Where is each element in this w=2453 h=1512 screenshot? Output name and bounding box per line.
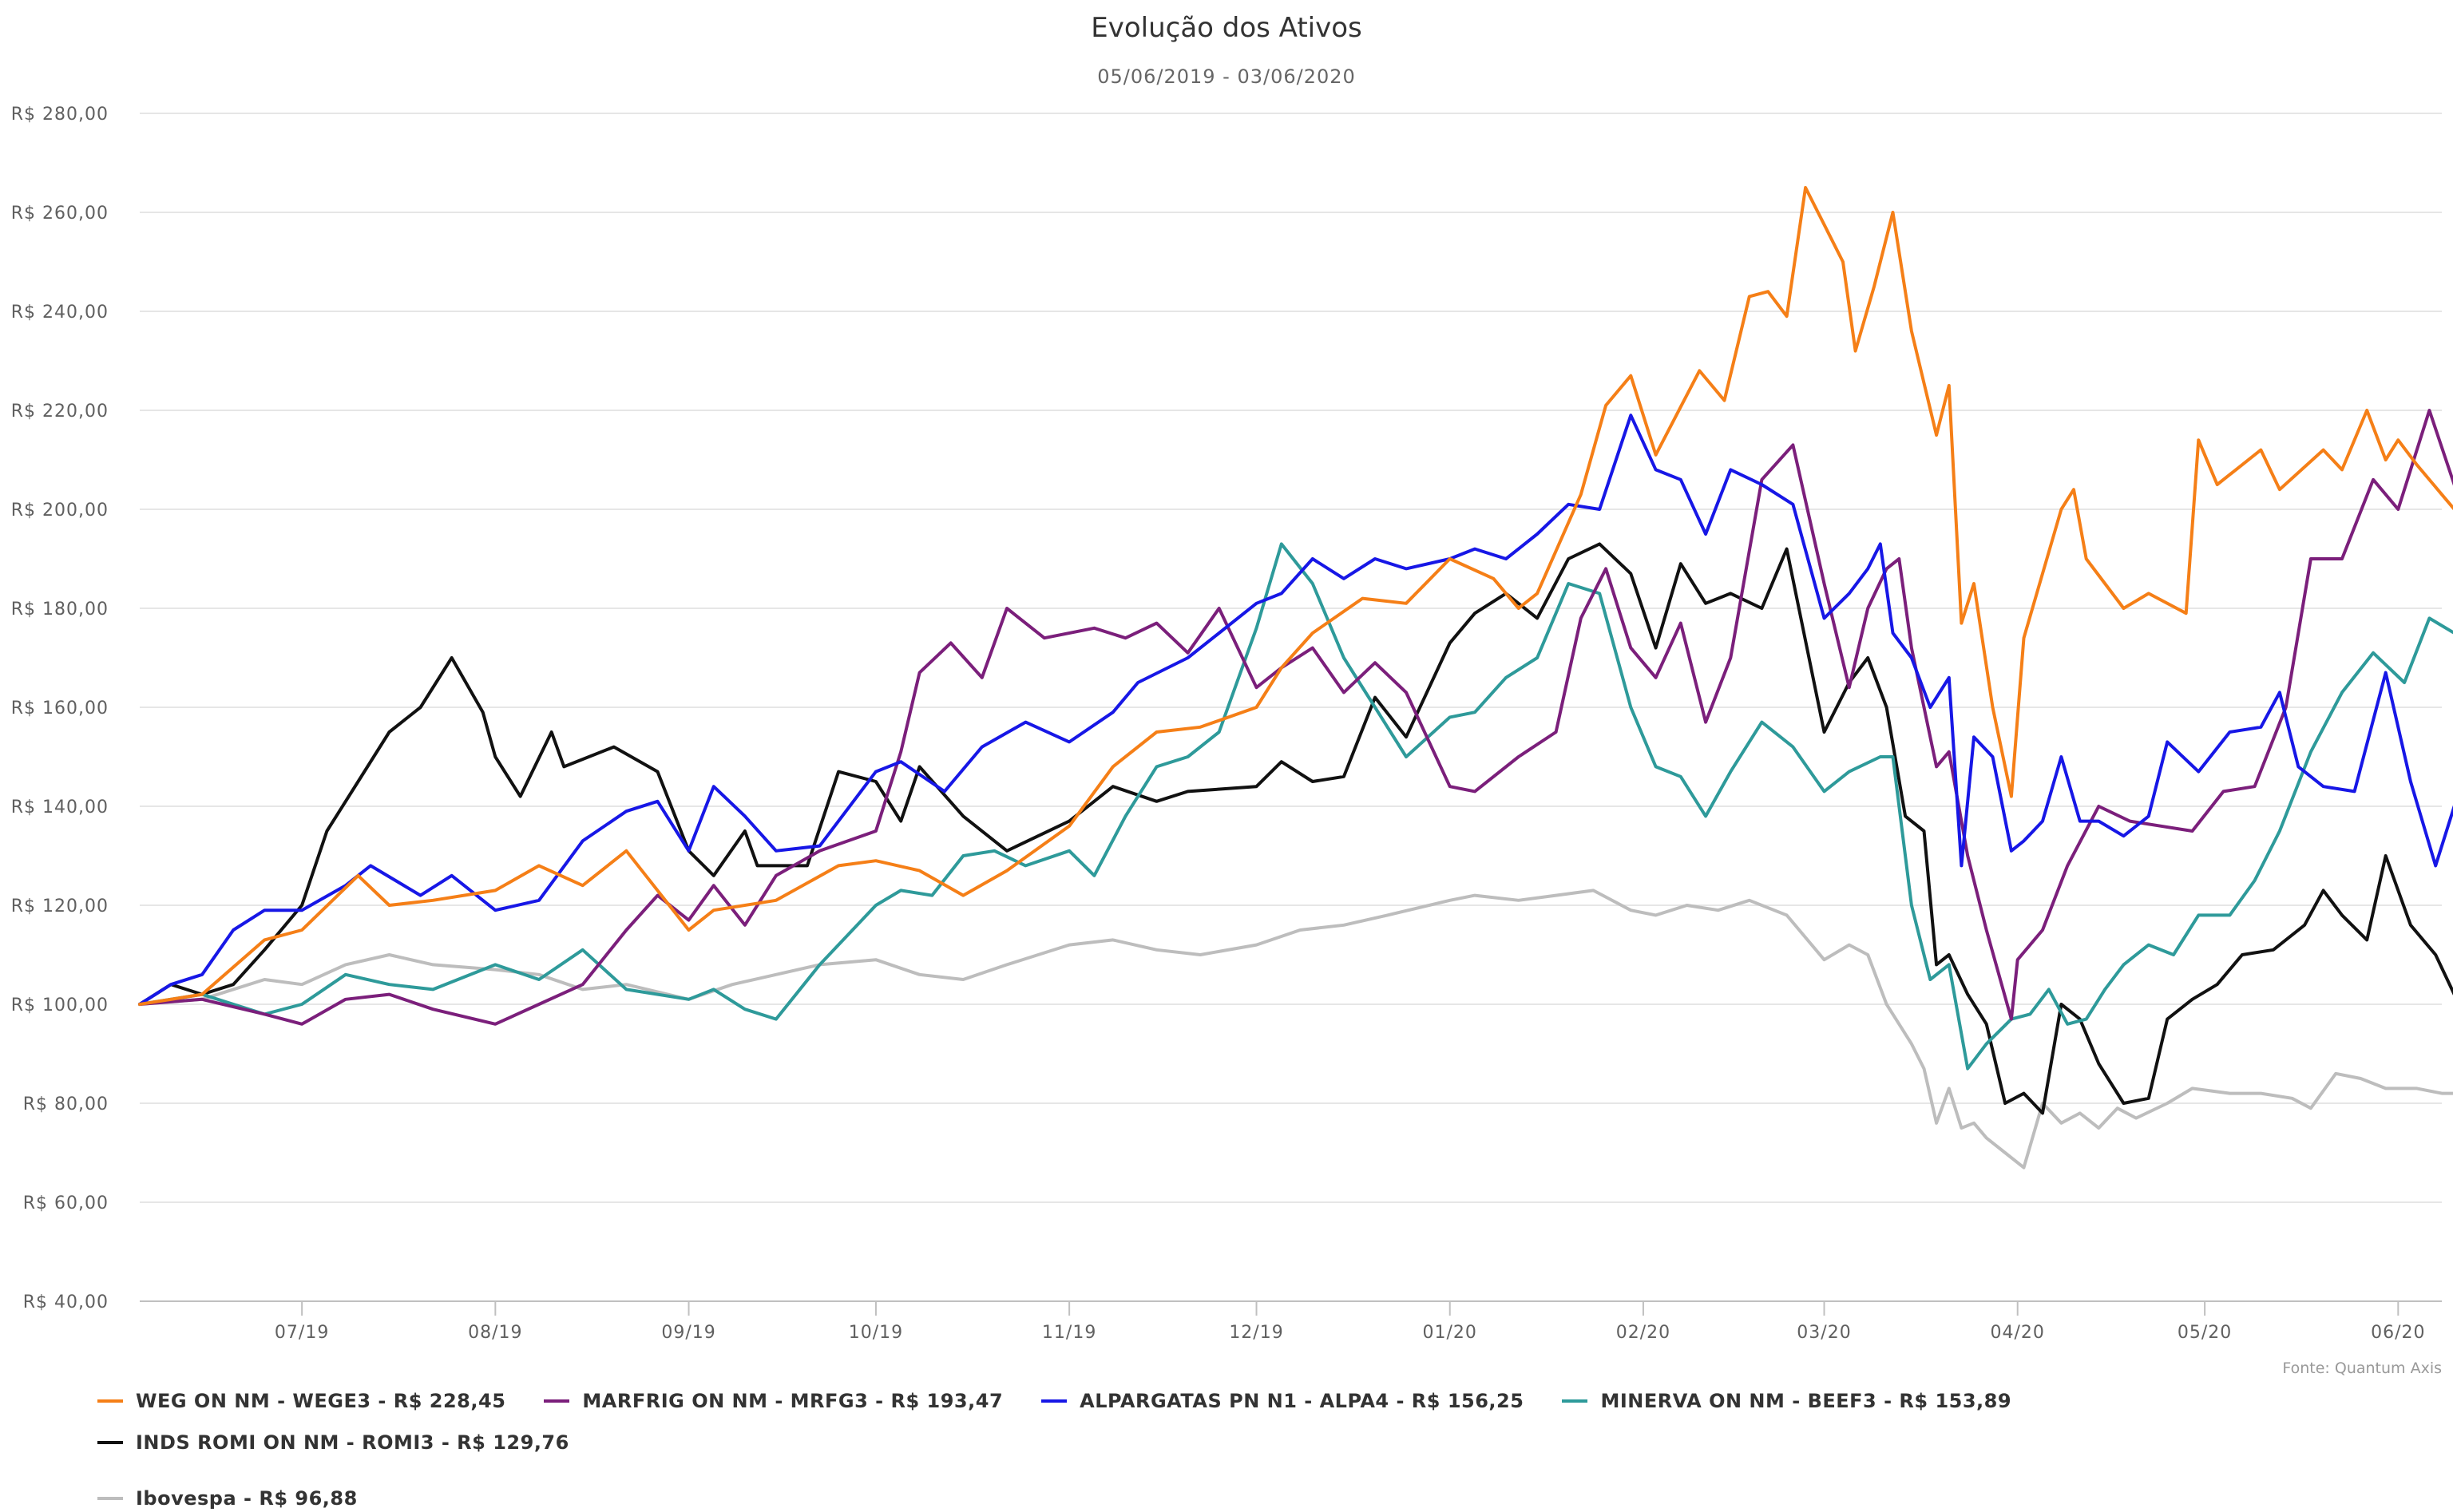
y-tick-label: R$ 60,00 (23, 1193, 109, 1213)
y-tick-label: R$ 220,00 (11, 402, 109, 422)
x-tick-label: 07/19 (275, 1323, 329, 1343)
source-credit: Fonte: Quantum Axis (2282, 1360, 2442, 1377)
series-line-3[interactable] (138, 542, 2453, 1071)
legend-label: INDS ROMI ON NM - ROMI3 - R$ 129,76 (136, 1431, 569, 1454)
x-tick-label: 11/19 (1042, 1323, 1096, 1343)
legend-label: ALPARGATAS PN N1 - ALPA4 - R$ 156,25 (1080, 1390, 1524, 1412)
legend-item[interactable]: INDS ROMI ON NM - ROMI3 - R$ 129,76 (97, 1429, 569, 1456)
legend-label: Ibovespa - R$ 96,88 (136, 1487, 358, 1510)
legend-item[interactable]: MINERVA ON NM - BEEF3 - R$ 153,89 (1562, 1387, 2011, 1415)
x-axis: 07/19 08/19 09/19 10/19 11/19 12/19 01/20 02/20… (275, 1301, 2425, 1343)
legend-swatch (1562, 1399, 1588, 1403)
legend-item[interactable]: Ibovespa - R$ 96,88 (97, 1485, 358, 1512)
x-tick-label: 06/20 (2371, 1323, 2425, 1343)
series-lines (138, 186, 2453, 1170)
y-axis: R$ 40,00 R$ 60,00 R$ 80,00 R$ 100,00 R$ 120,… (11, 105, 109, 1312)
y-tick-label: R$ 280,00 (11, 105, 109, 125)
legend-item[interactable]: MARFRIG ON NM - MRFG3 - R$ 193,47 (544, 1387, 1003, 1415)
x-tick-label: 05/20 (2178, 1323, 2232, 1343)
y-tick-label: R$ 240,00 (11, 303, 109, 323)
series-line-4[interactable] (138, 542, 2453, 1115)
x-tick-label: 02/20 (1616, 1323, 1670, 1343)
x-tick-label: 04/20 (1991, 1323, 2045, 1343)
series-line-1[interactable] (138, 409, 2453, 1026)
series-line-5[interactable] (138, 889, 2453, 1170)
y-tick-label: R$ 180,00 (11, 600, 109, 619)
x-tick-label: 09/19 (661, 1323, 715, 1343)
legend-label: MINERVA ON NM - BEEF3 - R$ 153,89 (1600, 1390, 2012, 1412)
y-tick-label: R$ 40,00 (23, 1292, 109, 1312)
y-tick-label: R$ 160,00 (11, 699, 109, 718)
y-tick-label: R$ 200,00 (11, 501, 109, 520)
chart-title: Evolução dos Ativos (1091, 12, 1362, 44)
legend-item[interactable]: WEG ON NM - WEGE3 - R$ 228,45 (97, 1387, 505, 1415)
series-line-2[interactable] (138, 414, 2453, 1006)
chart-subtitle: 05/06/2019 - 03/06/2020 (1097, 65, 1356, 88)
y-tick-label: R$ 100,00 (11, 995, 109, 1015)
legend-swatch (97, 1399, 123, 1403)
x-tick-label: 03/20 (1797, 1323, 1851, 1343)
legend-label: MARFRIG ON NM - MRFG3 - R$ 193,47 (582, 1390, 1004, 1412)
x-tick-label: 12/19 (1229, 1323, 1283, 1343)
legend-swatch (1041, 1399, 1068, 1403)
grid-lines (140, 113, 2442, 1302)
legend-swatch (97, 1441, 123, 1444)
y-tick-label: R$ 80,00 (23, 1094, 109, 1114)
x-tick-label: 01/20 (1423, 1323, 1477, 1343)
legend-label: WEG ON NM - WEGE3 - R$ 228,45 (136, 1390, 506, 1412)
y-tick-label: R$ 120,00 (11, 897, 109, 916)
x-tick-label: 10/19 (849, 1323, 903, 1343)
legend-item[interactable]: ALPARGATAS PN N1 - ALPA4 - R$ 156,25 (1041, 1387, 1524, 1415)
legend-swatch (97, 1497, 123, 1500)
y-tick-label: R$ 260,00 (11, 204, 109, 224)
legend: WEG ON NM - WEGE3 - R$ 228,45 MARFRIG ON … (97, 1387, 2413, 1512)
series-line-0[interactable] (138, 186, 2453, 1006)
legend-swatch (544, 1399, 570, 1403)
y-tick-label: R$ 140,00 (11, 798, 109, 817)
x-tick-label: 08/19 (468, 1323, 522, 1343)
